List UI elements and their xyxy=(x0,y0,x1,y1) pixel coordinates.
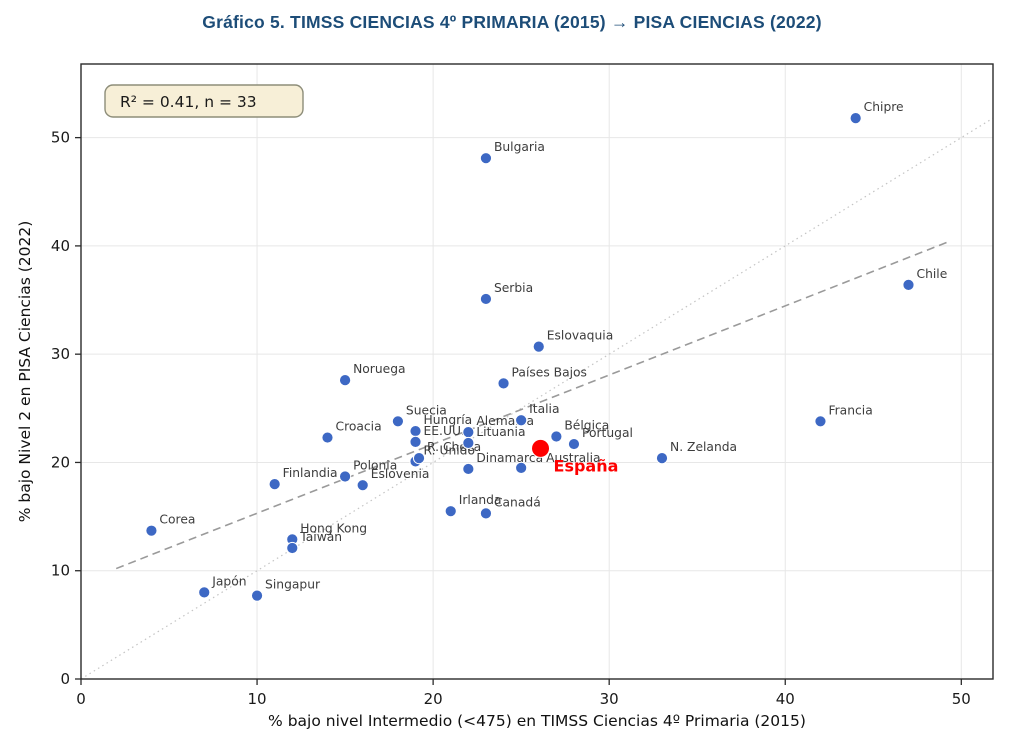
y-tick-label: 40 xyxy=(51,237,70,255)
point-label-chipre: Chipre xyxy=(864,100,904,114)
data-point-corea xyxy=(145,524,158,537)
data-point-bulgaria xyxy=(479,152,493,165)
data-point-jap-n xyxy=(198,586,211,599)
regression-line xyxy=(115,240,950,570)
point-label-bulgaria: Bulgaria xyxy=(494,140,545,154)
y-tick-label: 0 xyxy=(60,670,70,688)
data-point-pa-ses-bajos xyxy=(497,377,510,390)
data-point-noruega xyxy=(338,374,352,387)
point-label-portugal: Portugal xyxy=(582,426,633,440)
data-point-r-checa xyxy=(412,452,426,465)
point-label-corea: Corea xyxy=(159,513,195,527)
point-label-espa-a: España xyxy=(554,456,619,475)
x-tick-label: 50 xyxy=(952,690,971,708)
point-label-singapur: Singapur xyxy=(265,578,321,592)
data-point-francia xyxy=(814,415,827,428)
point-label-finlandia: Finlandia xyxy=(283,466,338,480)
point-label-australia: Australia xyxy=(546,451,600,465)
data-point-singapur xyxy=(250,589,264,602)
data-point-portugal xyxy=(567,437,581,451)
point-label-taiw-n: Taiwán xyxy=(299,530,342,544)
point-label-lituania: Lituania xyxy=(476,425,525,439)
data-point-croacia xyxy=(321,431,334,444)
data-point-suecia xyxy=(391,415,405,428)
data-point-irlanda xyxy=(444,505,457,518)
chart-title: Gráfico 5. TIMSS CIENCIAS 4º PRIMARIA (2… xyxy=(202,12,822,32)
data-point-serbia xyxy=(479,292,493,306)
point-label-irlanda: Irlanda xyxy=(459,493,502,507)
x-tick-label: 10 xyxy=(248,690,267,708)
data-point-espa-a xyxy=(531,438,551,458)
data-point-chipre xyxy=(849,112,862,125)
point-label-canad-: Canadá xyxy=(494,495,541,509)
data-point-polonia xyxy=(338,470,352,483)
point-label-r-unido: R. Unido xyxy=(424,443,475,457)
x-axis-label: % bajo nivel Intermedio (<475) en TIMSS … xyxy=(268,712,806,730)
data-point-b-lgica xyxy=(550,430,563,443)
point-label-hungr-a: Hungría xyxy=(424,413,473,427)
stats-box xyxy=(104,84,304,118)
data-point-n-zelanda xyxy=(655,452,669,465)
x-tick-label: 0 xyxy=(76,690,86,708)
y-tick-label: 20 xyxy=(51,453,70,471)
point-label-suecia: Suecia xyxy=(406,403,447,417)
data-point-italia xyxy=(515,414,528,427)
point-label-eslovenia: Eslovenia xyxy=(371,467,430,481)
y-tick-label: 30 xyxy=(51,345,70,363)
plot-border xyxy=(80,63,994,680)
point-label-b-lgica: Bélgica xyxy=(564,418,609,432)
x-tick-label: 30 xyxy=(600,690,619,708)
point-label-croacia: Croacia xyxy=(335,420,381,434)
point-label-dinamarca: Dinamarca xyxy=(476,451,543,465)
data-point-chile xyxy=(902,278,915,291)
x-tick-label: 20 xyxy=(424,690,443,708)
point-label-n-zelanda: N. Zelanda xyxy=(670,440,737,454)
point-label-chile: Chile xyxy=(916,267,947,281)
data-point-lituania xyxy=(462,436,475,450)
data-point-eslovaquia xyxy=(532,340,545,353)
point-label-pa-ses-bajos: Países Bajos xyxy=(512,365,587,379)
data-point-ee-uu- xyxy=(409,435,422,448)
point-label-eslovaquia: Eslovaquia xyxy=(547,329,613,343)
stats-box-text: R² = 0.41, n = 33 xyxy=(120,93,257,111)
point-label-jap-n: Japón xyxy=(211,574,246,588)
data-point-canad- xyxy=(479,507,493,520)
point-label-serbia: Serbia xyxy=(494,281,533,295)
data-point-alemania xyxy=(462,426,475,439)
point-label-ee-uu-: EE.UU. xyxy=(424,424,465,438)
data-point-taiw-n xyxy=(286,541,299,555)
point-label-polonia: Polonia xyxy=(353,459,397,473)
y-tick-label: 10 xyxy=(51,562,70,580)
data-point-eslovenia xyxy=(356,479,369,492)
point-label-francia: Francia xyxy=(828,403,872,417)
data-point-dinamarca xyxy=(462,462,475,476)
point-label-hong-kong: Hong Kong xyxy=(300,521,367,535)
data-point-finlandia xyxy=(268,478,281,491)
y-axis-label: % bajo Nivel 2 en PISA Ciencias (2022) xyxy=(16,221,34,523)
identity-line xyxy=(80,117,994,680)
point-label-noruega: Noruega xyxy=(353,362,405,376)
data-point-hungr-a xyxy=(409,424,422,438)
y-tick-label: 50 xyxy=(51,129,70,147)
data-point-australia xyxy=(515,461,528,474)
x-tick-label: 40 xyxy=(776,690,795,708)
point-label-italia: Italia xyxy=(529,402,559,416)
